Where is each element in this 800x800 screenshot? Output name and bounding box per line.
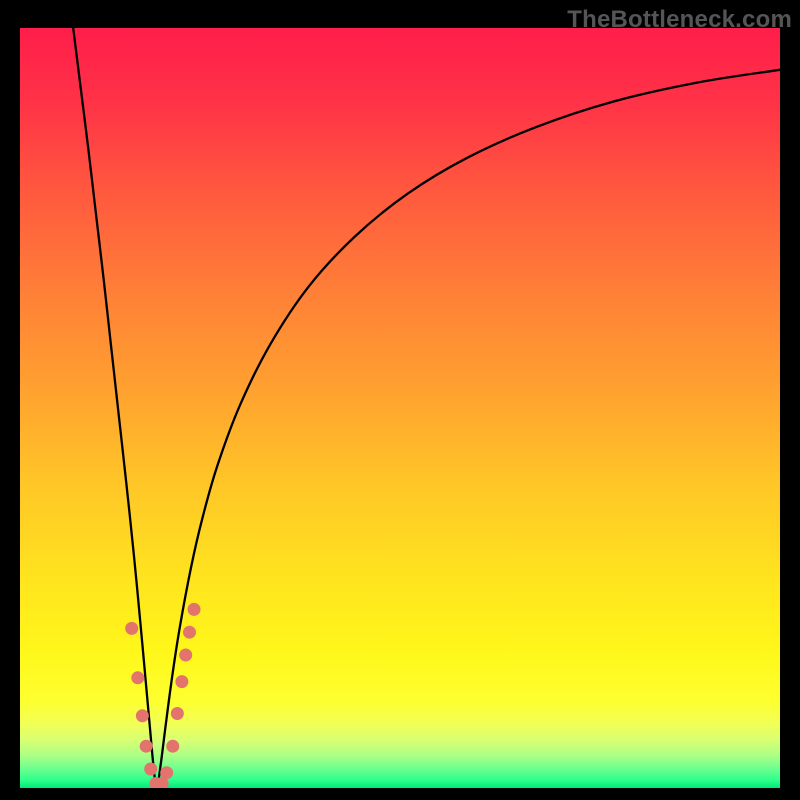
dip-marker xyxy=(125,622,138,635)
dip-marker xyxy=(140,740,153,753)
dip-marker xyxy=(160,766,173,779)
dip-marker xyxy=(166,740,179,753)
dip-marker xyxy=(188,603,201,616)
plot-svg xyxy=(20,28,780,788)
dip-marker xyxy=(131,671,144,684)
dip-marker xyxy=(183,626,196,639)
dip-marker xyxy=(171,707,184,720)
watermark-text: TheBottleneck.com xyxy=(567,6,792,34)
plot-area xyxy=(20,28,780,788)
dip-marker xyxy=(175,675,188,688)
dip-marker xyxy=(144,763,157,776)
dip-marker xyxy=(136,709,149,722)
chart-stage: TheBottleneck.com xyxy=(0,0,800,800)
dip-marker xyxy=(179,649,192,662)
